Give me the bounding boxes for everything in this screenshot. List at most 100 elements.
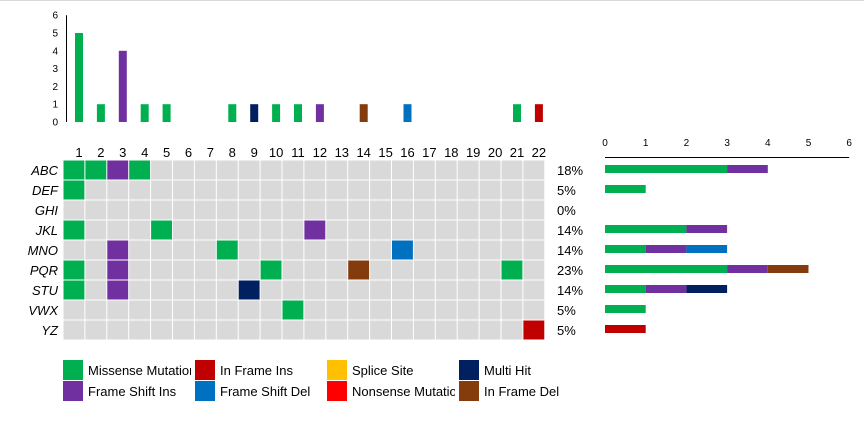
top-bar-21 (513, 104, 521, 122)
matrix-cell-mno-16 (391, 240, 414, 260)
gene-percent-mno: 14% (557, 243, 583, 258)
legend-item-in-frame-ins: In Frame Ins (195, 360, 293, 380)
legend-label-in-frame-del: In Frame Del (484, 383, 560, 399)
top-bar-22 (534, 104, 543, 122)
legend-swatch-splice-site (327, 360, 347, 380)
right-bar-def-missense-mutation (605, 185, 646, 193)
gene-label-stu: STU (32, 283, 59, 298)
legend-label-in-frame-ins: In Frame Ins (220, 362, 293, 378)
matrix-cell-vwx-11 (282, 300, 304, 320)
gene-label-mno: MNO (28, 243, 58, 258)
top-y-tick-label: 0 (52, 118, 58, 129)
right-bar-jkl-missense-mutation (605, 225, 687, 233)
column-label-16: 16 (400, 145, 414, 160)
matrix-cell-abc-1 (63, 160, 85, 180)
column-label-14: 14 (356, 145, 370, 160)
top-y-tick-label: 6 (52, 11, 58, 22)
right-bar-mno-missense-mutation (605, 245, 646, 253)
matrix-cell-stu-3 (106, 280, 129, 300)
matrix-cell-yz-22 (522, 320, 545, 340)
top-bar-10 (272, 104, 281, 122)
right-bar-stu-frame-shift-ins (645, 285, 687, 293)
gene-label-jkl: JKL (35, 223, 58, 238)
legend-swatch-in-frame-ins (195, 360, 215, 380)
column-label-1: 1 (75, 145, 82, 160)
mutation-count-bar-chart: 0 1 2 3 4 5 6 (52, 11, 543, 129)
top-bar-14 (359, 104, 368, 122)
gene-percent-def: 5% (557, 183, 576, 198)
top-bar-8 (228, 104, 237, 122)
top-bar-1 (75, 33, 83, 122)
legend-swatch-missense-mutation (63, 360, 83, 380)
top-y-tick-label: 4 (52, 46, 58, 57)
column-label-6: 6 (185, 145, 192, 160)
top-y-tick-label: 1 (52, 100, 58, 111)
matrix-cell-pqr-10 (260, 260, 282, 280)
legend-label-nonsense-mutation: Nonsense Mutation (352, 383, 455, 399)
right-bar-stu-missense-mutation (605, 285, 646, 293)
legend-item-frame-shift-ins: Frame Shift Ins (63, 381, 176, 401)
column-label-4: 4 (141, 145, 148, 160)
gene-percent-stu: 14% (557, 283, 583, 298)
right-bar-pqr-in-frame-del (767, 265, 809, 273)
matrix-cell-mno-3 (106, 240, 129, 260)
top-y-tick-label: 5 (52, 29, 58, 40)
right-bar-stu-multi-hit (686, 285, 728, 293)
matrix-cell-pqr-21 (501, 260, 523, 280)
column-label-17: 17 (422, 145, 436, 160)
top-bar-11 (294, 104, 302, 122)
legend-item-splice-site: Splice Site (327, 360, 413, 380)
top-bar-16 (403, 104, 412, 122)
column-label-11: 11 (291, 145, 305, 160)
matrix-cell-mno-8 (216, 240, 239, 260)
matrix-cell-pqr-1 (63, 260, 85, 280)
right-x-tick-label: 5 (806, 138, 812, 149)
right-bar-vwx-missense-mutation (605, 305, 646, 313)
gene-label-abc: ABC (30, 163, 58, 178)
right-x-tick-label: 3 (724, 138, 730, 149)
gene-percent-ghi: 0% (557, 203, 576, 218)
top-bar-9 (250, 104, 259, 122)
legend-item-nonsense-mutation: Nonsense Mutation (327, 381, 455, 401)
column-label-5: 5 (163, 145, 170, 160)
gene-label-ghi: GHI (35, 203, 59, 218)
top-bar-12 (315, 104, 324, 122)
legend-label-frame-shift-del: Frame Shift Del (220, 383, 311, 399)
column-label-2: 2 (97, 145, 104, 160)
column-label-21: 21 (510, 145, 524, 160)
legend-label-multi-hit: Multi Hit (484, 362, 531, 378)
matrix-cell-jkl-5 (150, 220, 173, 240)
column-label-20: 20 (488, 145, 502, 160)
matrix-cell-stu-1 (63, 280, 85, 300)
gene-label-vwx: VWX (28, 303, 59, 318)
matrix-cell-stu-9 (238, 280, 261, 300)
right-x-tick-label: 0 (602, 138, 608, 149)
gene-percent-jkl: 14% (557, 223, 583, 238)
top-bar-4 (140, 104, 149, 122)
gene-percent-vwx: 5% (557, 303, 576, 318)
top-border (0, 0, 864, 1)
matrix-cell-abc-2 (84, 160, 107, 180)
top-bar-2 (96, 104, 105, 122)
matrix-cell-pqr-14 (347, 260, 370, 280)
right-bar-mno-frame-shift-del (686, 245, 728, 253)
legend-swatch-frame-shift-ins (63, 381, 83, 401)
legend-swatch-frame-shift-del (195, 381, 215, 401)
right-bar-pqr-missense-mutation (605, 265, 728, 273)
matrix-cell-jkl-1 (63, 220, 85, 240)
gene-label-def: DEF (32, 183, 59, 198)
gene-percent-pqr: 23% (557, 263, 583, 278)
legend-swatch-in-frame-del (459, 381, 479, 401)
column-label-13: 13 (335, 145, 349, 160)
matrix-cell-abc-3 (106, 160, 129, 180)
right-x-tick-label: 1 (643, 138, 649, 149)
legend-item-missense-mutation: Missense Mutation (63, 360, 191, 380)
gene-label-pqr: PQR (30, 263, 58, 278)
right-bar-pqr-frame-shift-ins (727, 265, 768, 273)
column-label-9: 9 (251, 145, 258, 160)
gene-percent-yz: 5% (557, 323, 576, 338)
column-label-18: 18 (444, 145, 458, 160)
legend-swatch-multi-hit (459, 360, 479, 380)
